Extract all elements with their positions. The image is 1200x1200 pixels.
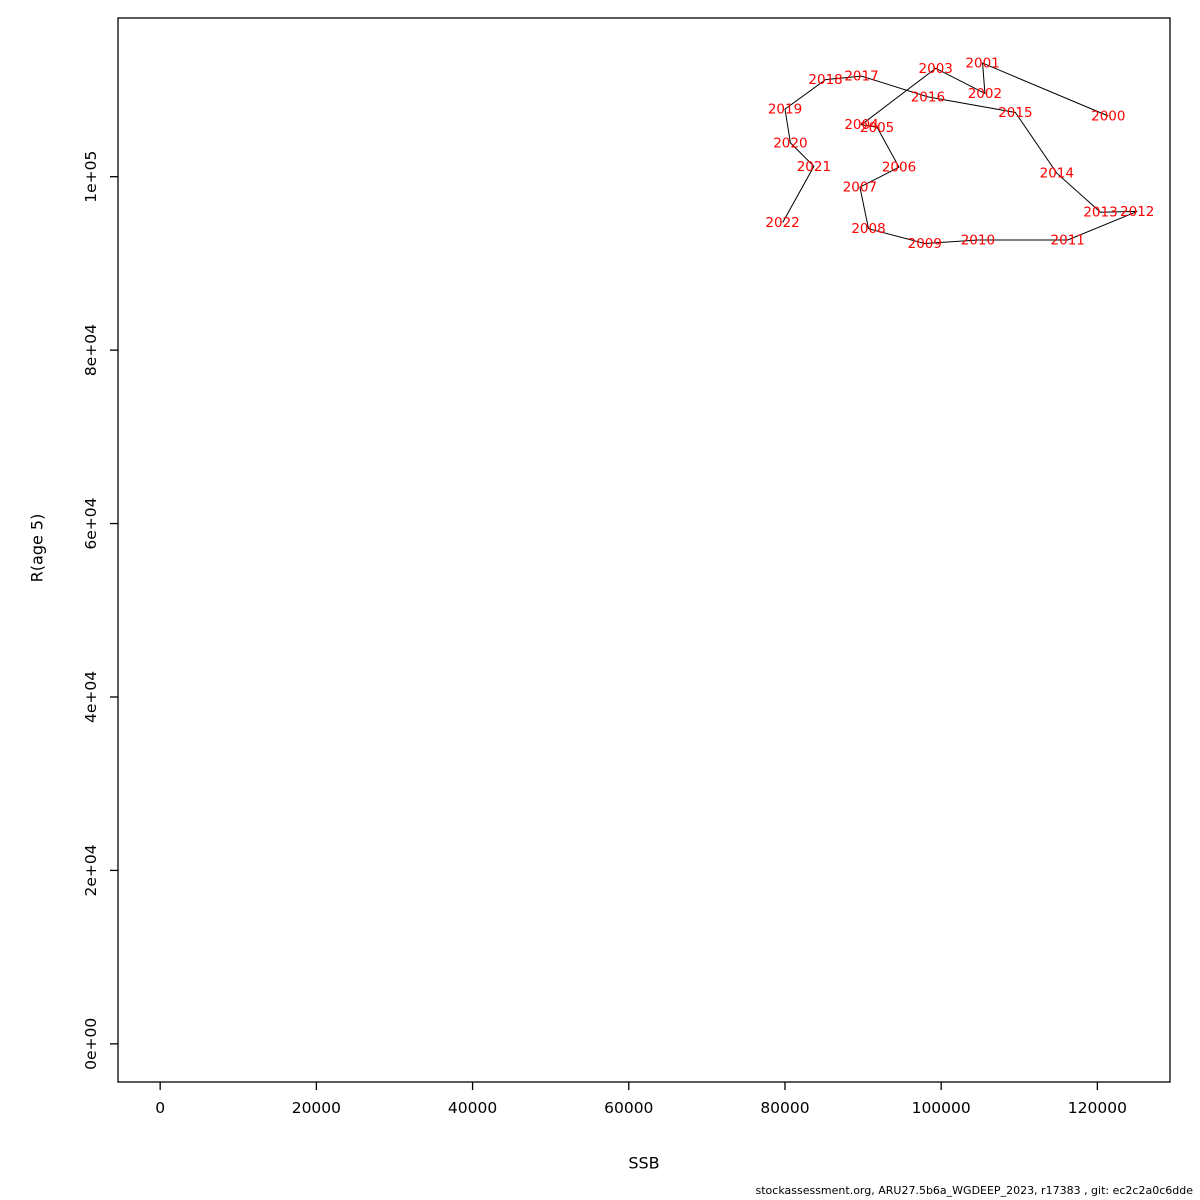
- year-label: 2018: [808, 72, 842, 88]
- x-tick-label: 20000: [292, 1099, 341, 1117]
- year-label: 2010: [961, 233, 995, 249]
- x-tick-label: 60000: [604, 1099, 653, 1117]
- year-label: 2007: [843, 180, 877, 196]
- year-label: 2000: [1091, 109, 1125, 125]
- y-tick-label: 0e+00: [82, 1018, 100, 1070]
- x-tick-label: 80000: [760, 1099, 809, 1117]
- x-tick-label: 0: [155, 1099, 165, 1117]
- year-label: 2020: [773, 135, 807, 151]
- year-label: 2013: [1083, 205, 1117, 221]
- year-label: 2016: [911, 89, 945, 105]
- year-label: 2004: [844, 117, 878, 133]
- x-tick-label: 40000: [448, 1099, 497, 1117]
- year-label: 2012: [1120, 204, 1154, 220]
- year-label: 2014: [1040, 166, 1074, 182]
- y-tick-label: 4e+04: [82, 671, 100, 723]
- year-label: 2019: [768, 102, 802, 118]
- x-tick-label: 120000: [1068, 1099, 1127, 1117]
- y-axis-title: R(age 5): [27, 513, 47, 583]
- y-tick-label: 6e+04: [82, 497, 100, 549]
- year-label: 2011: [1051, 233, 1085, 249]
- plot-border: [117, 17, 1171, 1083]
- year-label: 2001: [965, 56, 999, 72]
- year-label: 2021: [797, 159, 831, 175]
- year-label: 2006: [882, 160, 916, 176]
- year-label: 2022: [765, 215, 799, 231]
- year-label: 2015: [998, 105, 1032, 121]
- year-label: 2002: [968, 86, 1002, 102]
- y-tick-label: 8e+04: [82, 324, 100, 376]
- year-label: 2009: [908, 236, 942, 252]
- year-label: 2017: [844, 69, 878, 85]
- y-tick-label: 2e+04: [82, 844, 100, 896]
- year-label: 2003: [919, 61, 953, 77]
- year-label: 2005: [860, 120, 894, 136]
- x-axis-title: SSB: [628, 1153, 660, 1173]
- footer-attribution: stockassessment.org, ARU27.5b6a_WGDEEP_2…: [755, 1184, 1194, 1197]
- series-line: [782, 62, 1138, 245]
- x-tick-label: 100000: [912, 1099, 971, 1117]
- year-label: 2008: [851, 221, 885, 237]
- y-tick-label: 1e+05: [82, 151, 100, 203]
